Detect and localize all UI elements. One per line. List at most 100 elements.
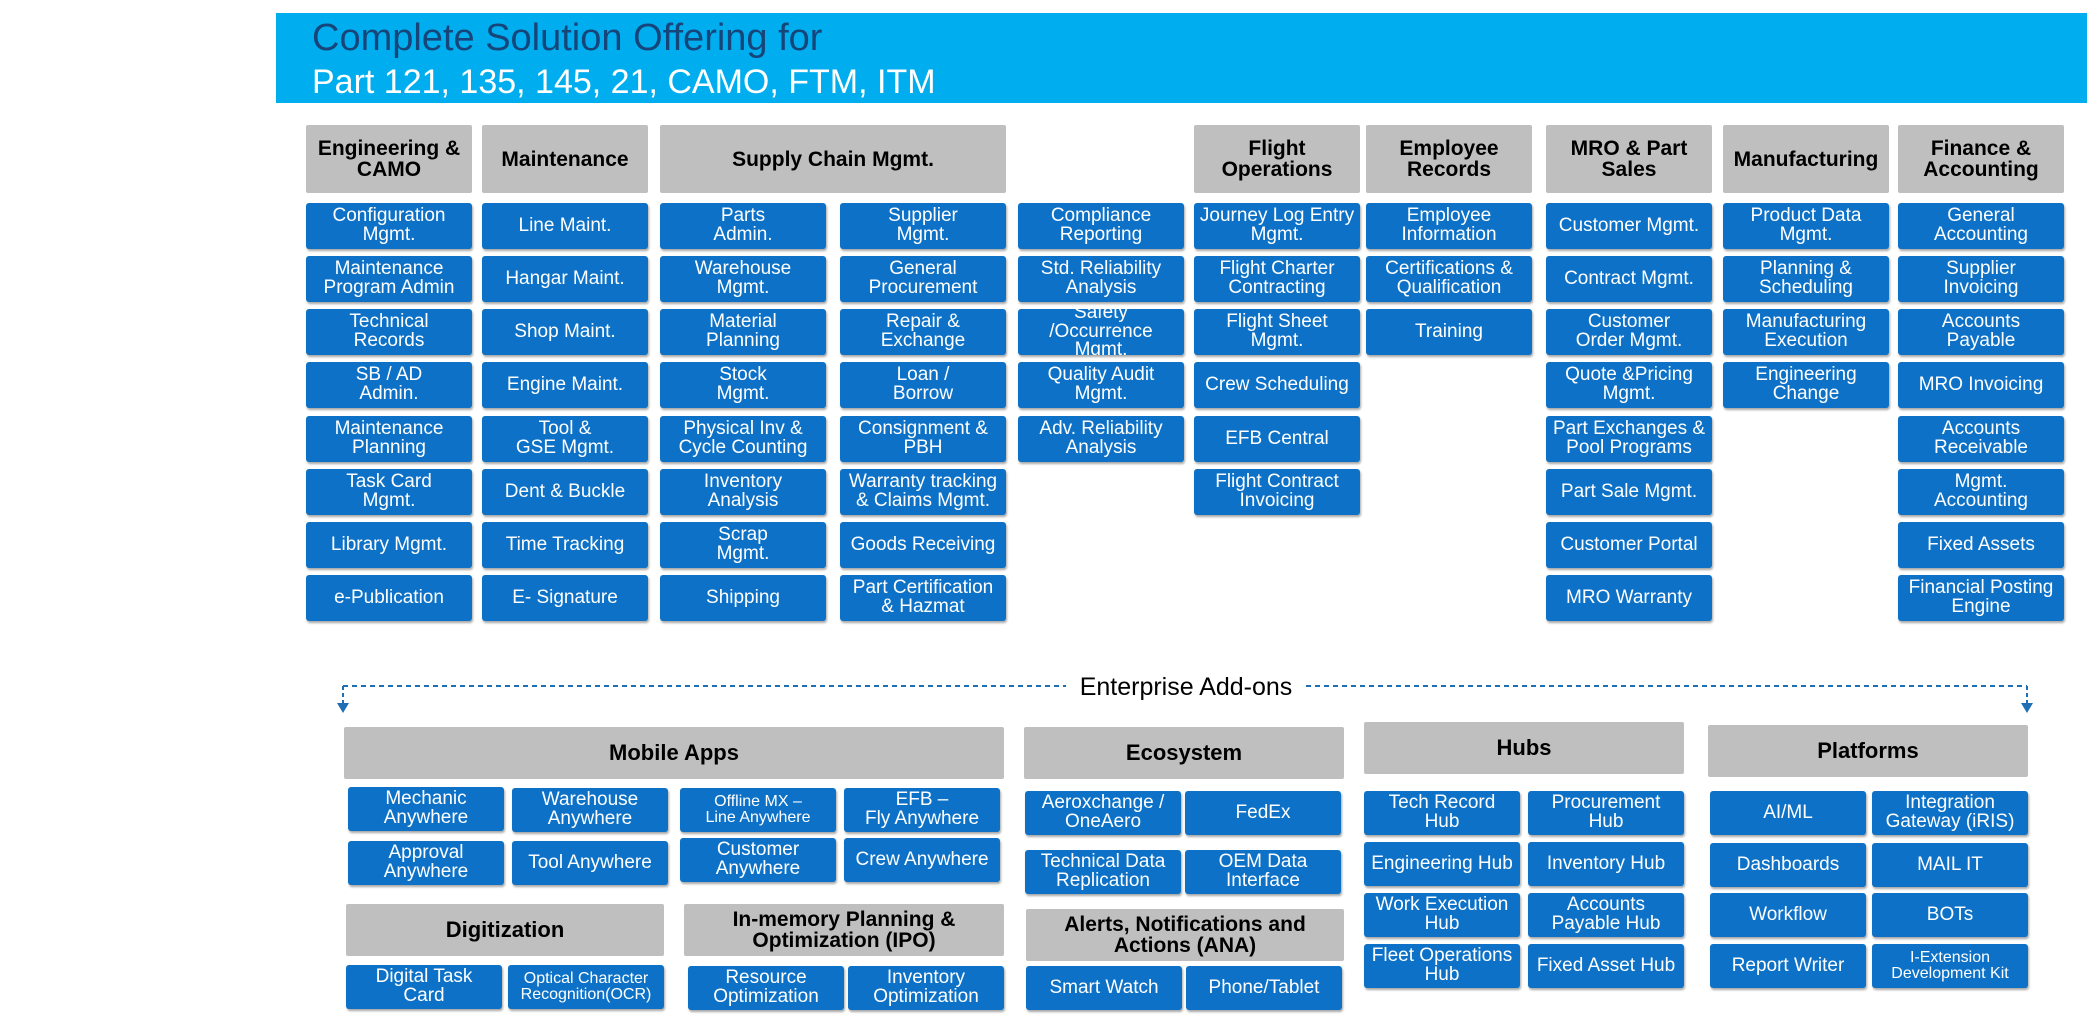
module-journey-log-entry-mgmt: Journey Log Entry Mgmt. [1194,203,1360,249]
module-mgmt-accounting: Mgmt. Accounting [1898,469,2064,515]
module-mro-warranty: MRO Warranty [1546,575,1712,621]
module-general-procurement: General Procurement [840,256,1006,302]
title-banner [276,13,2087,103]
module-efb-central: EFB Central [1194,416,1360,462]
header-manufacturing: Manufacturing [1723,125,1889,193]
header-flight-operations: Flight Operations [1194,125,1360,193]
module-maintenance-program-admin: Maintenance Program Admin [306,256,472,302]
module-time-tracking: Time Tracking [482,522,648,568]
module-technical-records: Technical Records [306,309,472,355]
module-financial-posting-engine: Financial Posting Engine [1898,575,2064,621]
module-dent-buckle: Dent & Buckle [482,469,648,515]
module-std-reliability-analysis: Std. Reliability Analysis [1018,256,1184,302]
module-physical-inv-cycle-counting: Physical Inv & Cycle Counting [660,416,826,462]
header-engineering-camo: Engineering & CAMO [306,125,472,193]
header-maintenance: Maintenance [482,125,648,193]
addon-fedex: FedEx [1185,791,1341,835]
module-accounts-receivable: Accounts Receivable [1898,416,2064,462]
addon-approval-anywhere: Approval Anywhere [348,841,504,885]
addon-tech-record-hub: Tech Record Hub [1364,791,1520,835]
addon-offline-mx-line-anywhere: Offline MX – Line Anywhere [680,788,836,832]
module-consignment-pbh: Consignment & PBH [840,416,1006,462]
addon-ai-ml: AI/ML [1710,791,1866,835]
header-finance-accounting: Finance & Accounting [1898,125,2064,193]
module-line-maint: Line Maint. [482,203,648,249]
module-product-data-mgmt: Product Data Mgmt. [1723,203,1889,249]
module-sb-ad-admin: SB / AD Admin. [306,362,472,408]
addon-phone-tablet: Phone/Tablet [1186,966,1342,1010]
addon-procurement-hub: Procurement Hub [1528,791,1684,835]
addon-inventory-hub: Inventory Hub [1528,842,1684,886]
module-material-planning: Material Planning [660,309,826,355]
module-task-card-mgmt: Task Card Mgmt. [306,469,472,515]
module-engine-maint: Engine Maint. [482,362,648,408]
module-flight-contract-invoicing: Flight Contract Invoicing [1194,469,1360,515]
module-hangar-maint: Hangar Maint. [482,256,648,302]
module-e-publication: e-Publication [306,575,472,621]
module-part-sale-mgmt: Part Sale Mgmt. [1546,469,1712,515]
module-quality-audit-mgmt: Quality Audit Mgmt. [1018,362,1184,408]
addon-header-platforms: Platforms [1708,725,2028,777]
addon-technical-data-replication: Technical Data Replication [1025,850,1181,894]
addon-report-writer: Report Writer [1710,944,1866,988]
addon-engineering-hub: Engineering Hub [1364,842,1520,886]
addon-dashboards: Dashboards [1710,843,1866,887]
addon-i-extension-development-kit: I-Extension Development Kit [1872,944,2028,988]
module-goods-receiving: Goods Receiving [840,522,1006,568]
module-manufacturing-execution: Manufacturing Execution [1723,309,1889,355]
addon-header-digitization: Digitization [346,904,664,956]
addon-fixed-asset-hub: Fixed Asset Hub [1528,944,1684,988]
addon-oem-data-interface: OEM Data Interface [1185,850,1341,894]
module-safety-occurrence-mgmt: Safety /Occurrence Mgmt. [1018,309,1184,355]
module-fixed-assets: Fixed Assets [1898,522,2064,568]
module-mro-invoicing: MRO Invoicing [1898,362,2064,408]
module-inventory-analysis: Inventory Analysis [660,469,826,515]
addon-bots: BOTs [1872,893,2028,937]
module-adv-reliability-analysis: Adv. Reliability Analysis [1018,416,1184,462]
addon-digital-task-card: Digital Task Card [346,965,502,1009]
addon-mechanic-anywhere: Mechanic Anywhere [348,787,504,831]
module-warehouse-mgmt: Warehouse Mgmt. [660,256,826,302]
diagram-title: Complete Solution Offering for [312,17,823,59]
module-warranty-tracking-claims-mgmt: Warranty tracking & Claims Mgmt. [840,469,1006,515]
addon-warehouse-anywhere: Warehouse Anywhere [512,788,668,832]
addon-crew-anywhere: Crew Anywhere [844,838,1000,882]
module-crew-scheduling: Crew Scheduling [1194,362,1360,408]
module-quote-pricing-mgmt: Quote &Pricing Mgmt. [1546,362,1712,408]
module-repair-exchange: Repair & Exchange [840,309,1006,355]
addon-header-in-memory-planning-optimization-ipo: In-memory Planning & Optimization (IPO) [684,904,1004,956]
module-maintenance-planning: Maintenance Planning [306,416,472,462]
module-supplier-mgmt: Supplier Mgmt. [840,203,1006,249]
addon-accounts-payable-hub: Accounts Payable Hub [1528,893,1684,937]
module-engineering-change: Engineering Change [1723,362,1889,408]
module-employee-information: Employee Information [1366,203,1532,249]
addon-fleet-operations-hub: Fleet Operations Hub [1364,944,1520,988]
module-tool-gse-mgmt: Tool & GSE Mgmt. [482,416,648,462]
module-e-signature: E- Signature [482,575,648,621]
addon-optical-character-recognition-ocr: Optical Character Recognition(OCR) [508,965,664,1009]
module-part-exchanges-pool-programs: Part Exchanges & Pool Programs [1546,416,1712,462]
module-compliance-reporting: Compliance Reporting [1018,203,1184,249]
header-employee-records: Employee Records [1366,125,1532,193]
module-training: Training [1366,309,1532,355]
module-stock-mgmt: Stock Mgmt. [660,362,826,408]
addon-resource-optimization: Resource Optimization [688,966,844,1010]
addon-inventory-optimization: Inventory Optimization [848,966,1004,1010]
addon-header-ecosystem: Ecosystem [1024,727,1344,779]
module-parts-admin: Parts Admin. [660,203,826,249]
module-planning-scheduling: Planning & Scheduling [1723,256,1889,302]
module-customer-order-mgmt: Customer Order Mgmt. [1546,309,1712,355]
module-customer-mgmt: Customer Mgmt. [1546,203,1712,249]
module-library-mgmt: Library Mgmt. [306,522,472,568]
enterprise-addons-label: Enterprise Add-ons [1066,670,1306,704]
addon-header-mobile-apps: Mobile Apps [344,727,1004,779]
module-supplier-invoicing: Supplier Invoicing [1898,256,2064,302]
module-shop-maint: Shop Maint. [482,309,648,355]
module-flight-charter-contracting: Flight Charter Contracting [1194,256,1360,302]
addon-mail-it: MAIL IT [1872,843,2028,887]
addon-workflow: Workflow [1710,893,1866,937]
diagram-subtitle: Part 121, 135, 145, 21, CAMO, FTM, ITM [312,63,936,101]
module-customer-portal: Customer Portal [1546,522,1712,568]
module-shipping: Shipping [660,575,826,621]
